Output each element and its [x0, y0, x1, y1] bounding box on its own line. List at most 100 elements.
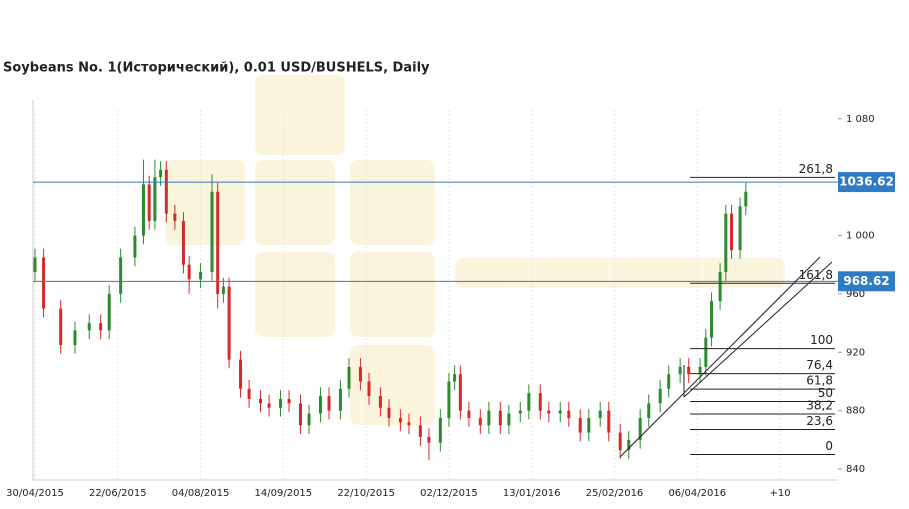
- candle-body: [618, 432, 622, 451]
- x-tick-label: 30/04/2015: [6, 488, 64, 499]
- candle-body: [181, 220, 185, 265]
- candle-body: [744, 191, 748, 207]
- candle-body: [647, 403, 651, 418]
- candle-body: [159, 169, 163, 178]
- fib-label: 76,4: [806, 358, 833, 372]
- candle-body: [327, 396, 331, 411]
- candle-body: [59, 308, 63, 345]
- candle-body: [667, 374, 671, 389]
- candle-body: [278, 398, 282, 408]
- x-tick-label: 14/09/2015: [255, 488, 313, 499]
- candle-body: [239, 359, 243, 389]
- y-tick-label: 920: [846, 347, 865, 358]
- candle-body: [567, 410, 571, 418]
- price-label: 1036.62: [839, 175, 894, 189]
- chart-title: Soybeans No. 1(Исторический), 0.01 USD/B…: [3, 61, 430, 76]
- candle-body: [607, 410, 611, 433]
- candle-body: [704, 337, 708, 367]
- x-tick-label: +10: [769, 488, 790, 499]
- candle-body: [598, 410, 602, 418]
- candle-body: [87, 323, 91, 331]
- price-label-box: [838, 172, 895, 193]
- y-tick-label: 960: [846, 289, 865, 300]
- candle-body: [658, 388, 662, 404]
- candle-body: [164, 169, 168, 214]
- candle-body: [153, 177, 157, 221]
- candle-body: [518, 410, 522, 414]
- candle-body: [453, 374, 457, 382]
- candle-body: [378, 396, 382, 408]
- candle-body: [119, 257, 123, 294]
- trend-lines: [619, 256, 833, 458]
- candle-body: [387, 407, 391, 418]
- candle-body: [738, 206, 742, 251]
- candle-body: [318, 396, 322, 414]
- y-tick-label: 1 080: [846, 114, 875, 125]
- candle-body: [547, 410, 551, 414]
- candle-body: [227, 286, 231, 360]
- x-tick-label: 06/04/2016: [668, 488, 726, 499]
- candle-body: [42, 257, 46, 309]
- x-tick-label: 22/10/2015: [337, 488, 395, 499]
- candle-body: [627, 439, 631, 451]
- fib-label: 0: [825, 439, 833, 453]
- y-tick-label: 1 000: [846, 231, 875, 242]
- y-tick-label: 880: [846, 406, 865, 417]
- candle-body: [467, 410, 471, 418]
- x-tick-label: 13/01/2016: [503, 488, 561, 499]
- candle-body: [427, 436, 431, 443]
- x-tick-label: 25/02/2016: [586, 488, 644, 499]
- candle-body: [338, 388, 342, 411]
- fib-label: 38,2: [806, 399, 833, 413]
- candle-body: [141, 184, 145, 236]
- price-label: 968.62: [843, 274, 889, 288]
- candle-body: [407, 422, 411, 426]
- x-tick-label: 02/12/2015: [420, 488, 478, 499]
- candle-body: [710, 301, 714, 338]
- x-tick-label: 22/06/2015: [89, 488, 147, 499]
- candle-body: [358, 366, 362, 382]
- candle-body: [147, 184, 151, 221]
- watermark: [165, 75, 785, 425]
- candle-body: [187, 264, 191, 280]
- candle-body: [698, 366, 702, 375]
- fib-label: 61,8: [806, 374, 833, 388]
- fib-label: 23,6: [806, 414, 833, 428]
- candle-body: [438, 417, 442, 443]
- candle-body: [458, 374, 462, 411]
- candle-body: [538, 393, 542, 411]
- candle-body: [687, 366, 691, 375]
- candle-body: [199, 272, 203, 280]
- candle-body: [259, 398, 263, 404]
- fib-label: 161,8: [799, 268, 833, 282]
- candle-body: [718, 272, 722, 302]
- candle-body: [287, 398, 291, 404]
- candle-body: [587, 417, 591, 433]
- plot: 1 080 1 000 960 920 880 840 30/04/2015 22/06/20…: [6, 110, 895, 499]
- candle-body: [210, 191, 214, 273]
- candle-body: [247, 388, 251, 399]
- candle-body: [107, 293, 111, 331]
- candle-body: [221, 286, 225, 294]
- price-label-box: [838, 271, 895, 292]
- candle-body: [638, 417, 642, 440]
- candle-body: [418, 425, 422, 437]
- fib-label: 50: [818, 386, 833, 400]
- candle-body: [527, 393, 531, 411]
- candle-body: [367, 381, 371, 397]
- fib-label: 261,8: [799, 162, 833, 176]
- candle-body: [487, 410, 491, 426]
- candle-body: [398, 417, 402, 423]
- candle-body: [730, 213, 734, 251]
- candle-body: [447, 381, 451, 418]
- fib-label: 100: [810, 333, 833, 347]
- candle-body: [678, 366, 682, 375]
- candle-body: [498, 410, 502, 426]
- candle-body: [724, 213, 728, 273]
- candle-body: [347, 366, 351, 389]
- candle-body: [73, 330, 77, 345]
- x-tick-label: 04/08/2015: [172, 488, 230, 499]
- candle-body: [216, 191, 220, 294]
- candle-body: [33, 257, 37, 273]
